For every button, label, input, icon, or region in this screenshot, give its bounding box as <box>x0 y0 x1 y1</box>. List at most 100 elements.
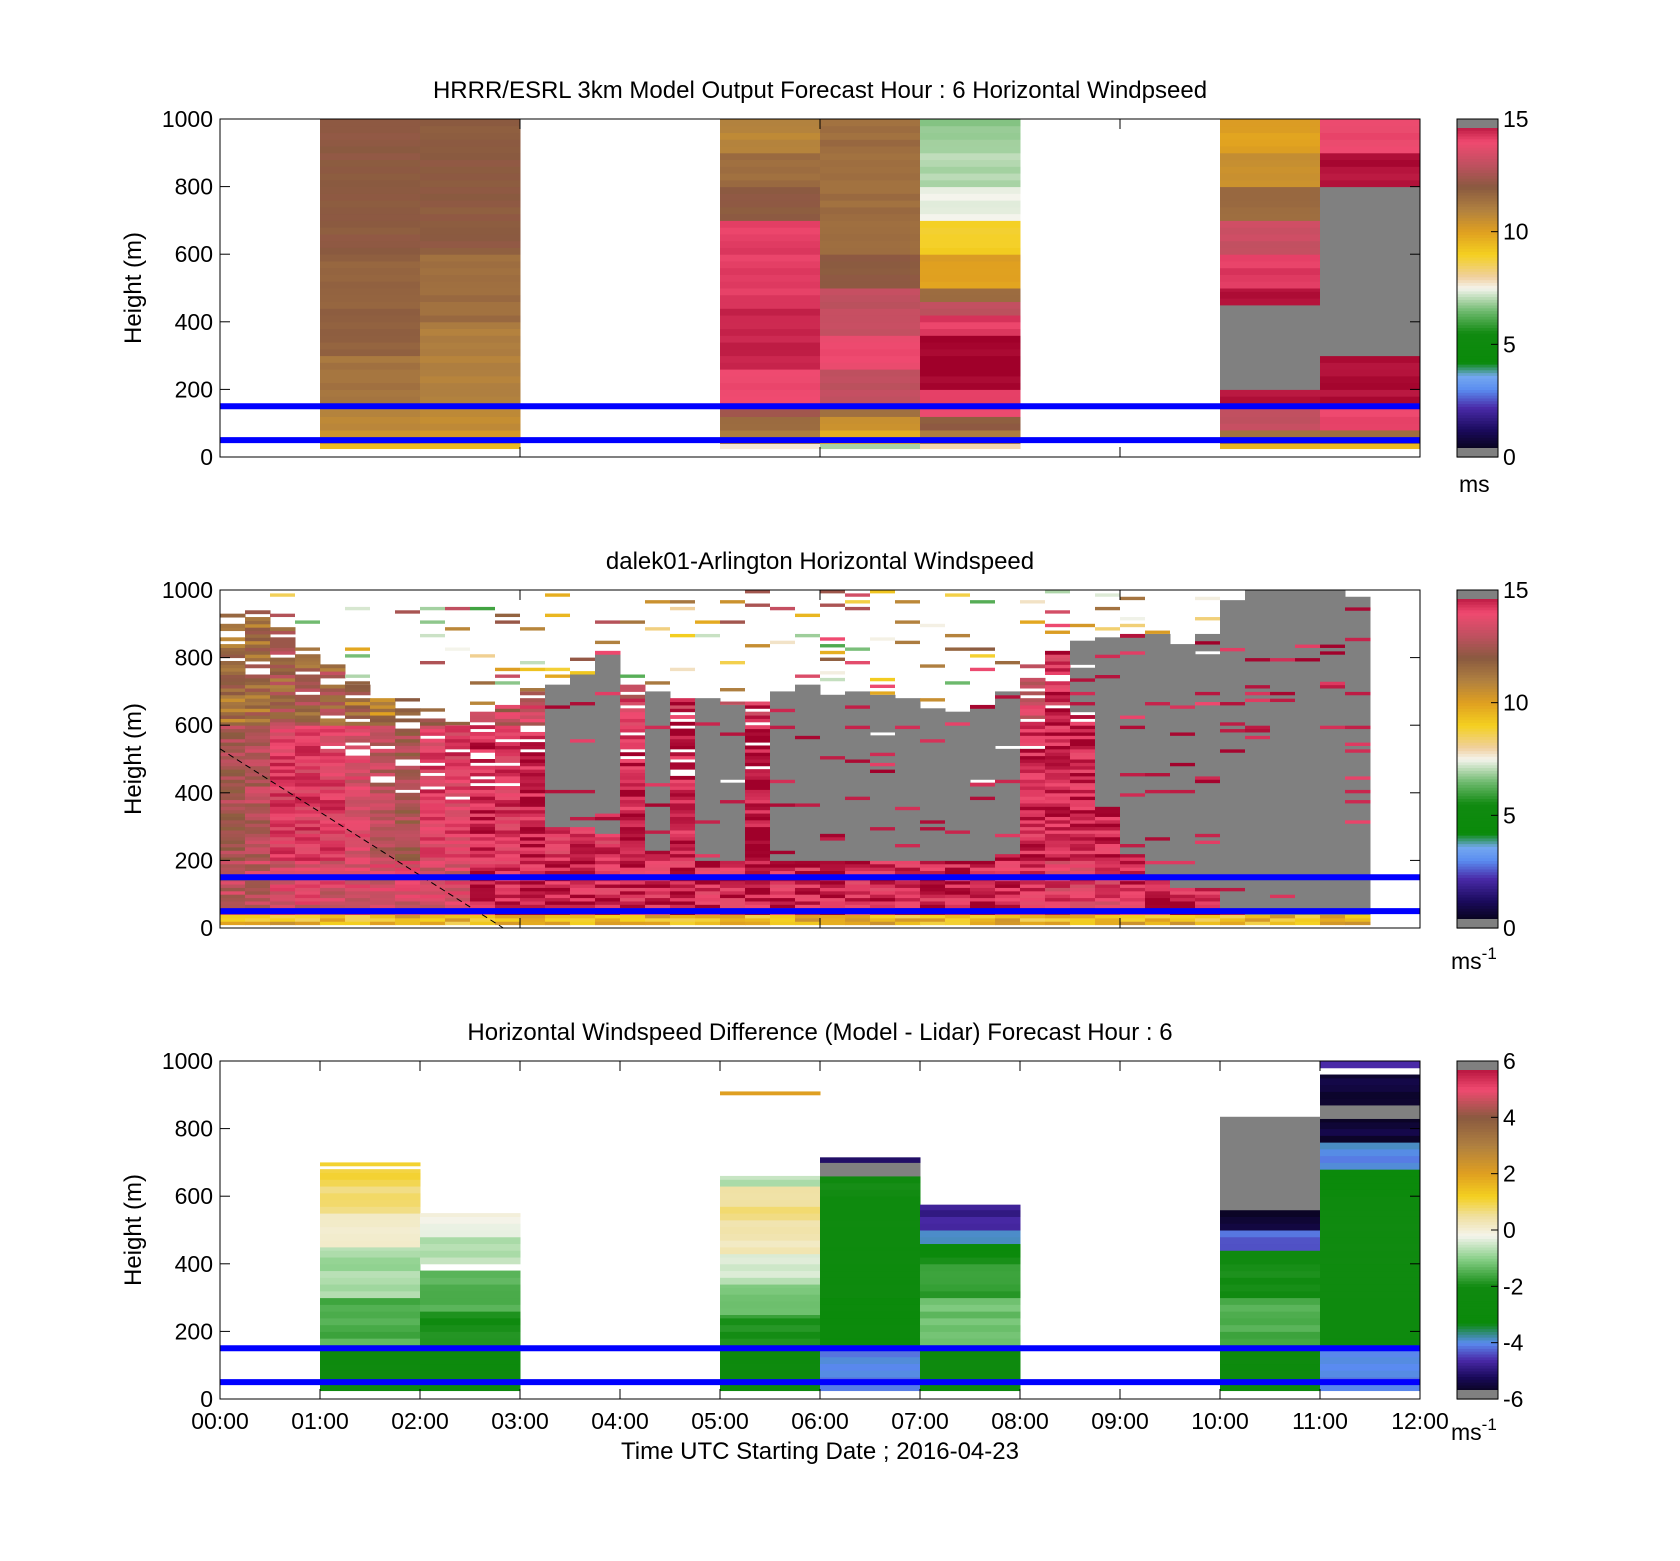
heatmap-cell <box>295 657 321 662</box>
heatmap-cell <box>720 806 746 811</box>
heatmap-cell <box>270 613 295 618</box>
heatmap-cell <box>795 704 821 709</box>
heatmap-cell <box>1195 846 1221 851</box>
heatmap-cell <box>520 789 546 794</box>
heatmap-cell <box>320 819 346 824</box>
heatmap-cell <box>395 863 421 868</box>
heatmap-cell <box>1070 870 1096 875</box>
heatmap-cell <box>1045 762 1071 767</box>
heatmap-cell <box>395 786 421 790</box>
heatmap-cell <box>295 884 321 888</box>
heatmap-cell <box>1345 769 1371 774</box>
heatmap-cell <box>1095 762 1121 767</box>
heatmap-cell <box>820 762 846 767</box>
heatmap-cell <box>270 637 296 642</box>
heatmap-cell <box>1320 1331 1421 1339</box>
heatmap-cell <box>1170 904 1196 909</box>
heatmap-cell <box>745 603 770 607</box>
heatmap-cell <box>920 711 946 716</box>
heatmap-cell <box>1295 590 1321 594</box>
heatmap-cell <box>1345 630 1371 635</box>
heatmap-cell <box>1095 860 1121 865</box>
heatmap-cell <box>1320 843 1346 848</box>
heatmap-cell <box>1320 1135 1421 1143</box>
colorbar-swatch <box>1457 1241 1498 1245</box>
heatmap-cell <box>1120 809 1146 814</box>
heatmap-cell <box>1270 633 1296 638</box>
heatmap-cell <box>1220 742 1246 746</box>
heatmap-cell <box>945 711 971 716</box>
colorbar-swatch <box>1457 1289 1498 1293</box>
heatmap-cell <box>795 806 821 811</box>
colorbar-swatch <box>1457 276 1498 281</box>
heatmap-cell <box>1220 132 1321 140</box>
heatmap-cell <box>1345 748 1371 753</box>
heatmap-cell <box>295 840 321 844</box>
heatmap-cell <box>1220 698 1246 703</box>
heatmap-cell <box>1345 759 1371 763</box>
heatmap-cell <box>520 667 545 672</box>
heatmap-cell <box>720 688 745 692</box>
heatmap-cell <box>820 775 846 780</box>
heatmap-cell <box>545 796 571 801</box>
colorbar-swatch <box>1457 905 1498 909</box>
heatmap-cell <box>395 796 421 801</box>
heatmap-cell <box>1320 755 1346 760</box>
heatmap-cell <box>870 887 896 892</box>
heatmap-cell <box>720 762 746 767</box>
colorbar-swatch <box>1457 775 1498 780</box>
heatmap-cell <box>370 721 396 726</box>
heatmap-cell <box>1120 715 1146 719</box>
heatmap-cell <box>1120 819 1146 824</box>
heatmap-cell <box>820 396 921 404</box>
colorbar-swatch <box>1457 1165 1498 1169</box>
heatmap-cell <box>620 674 645 678</box>
x-tick-label: 06:00 <box>791 1408 849 1434</box>
heatmap-cell <box>320 708 346 713</box>
heatmap-cell <box>1345 688 1371 692</box>
colorbar-swatch <box>1457 868 1498 873</box>
heatmap-cell <box>420 159 521 167</box>
colorbar-swatch <box>1457 699 1498 704</box>
heatmap-cell <box>445 846 471 851</box>
heatmap-cell <box>1220 146 1321 154</box>
heatmap-cell <box>1245 846 1271 851</box>
colorbar-swatch <box>1457 1097 1498 1102</box>
heatmap-cell <box>1120 782 1146 787</box>
colorbar-swatch <box>1457 271 1498 275</box>
colorbar-swatch <box>1457 203 1498 207</box>
heatmap-cell <box>920 802 946 807</box>
heatmap-cell <box>770 759 796 763</box>
heatmap-cell <box>820 829 846 834</box>
heatmap-cell <box>1170 897 1196 902</box>
heatmap-cell <box>345 853 371 858</box>
heatmap-cell <box>1170 850 1196 855</box>
heatmap-cell <box>595 786 621 790</box>
heatmap-cell <box>845 921 871 926</box>
colorbar-swatch <box>1457 231 1498 236</box>
heatmap-cell <box>1345 762 1371 767</box>
heatmap-cell <box>870 819 896 824</box>
heatmap-cell <box>1220 640 1246 645</box>
heatmap-cell <box>645 735 671 740</box>
colorbar-swatch <box>1457 147 1498 151</box>
heatmap-cell <box>520 870 546 875</box>
heatmap-cell <box>320 775 346 780</box>
colorbar-swatch <box>1457 417 1498 421</box>
heatmap-cell <box>845 718 871 723</box>
heatmap-cell <box>1245 650 1271 655</box>
heatmap-cell <box>1145 884 1171 888</box>
heatmap-cell <box>645 853 671 858</box>
heatmap-cell <box>520 708 546 713</box>
colorbar-swatch <box>1457 691 1498 695</box>
heatmap-cell <box>1320 335 1421 343</box>
heatmap-cell <box>820 328 921 336</box>
heatmap-cell <box>1095 698 1121 703</box>
heatmap-cell <box>370 843 396 848</box>
heatmap-cell <box>995 816 1021 821</box>
heatmap-cell <box>970 900 996 905</box>
heatmap-cell <box>1145 745 1171 750</box>
heatmap-cell <box>245 887 271 892</box>
heatmap-cell <box>520 813 546 817</box>
heatmap-cell <box>670 667 695 672</box>
